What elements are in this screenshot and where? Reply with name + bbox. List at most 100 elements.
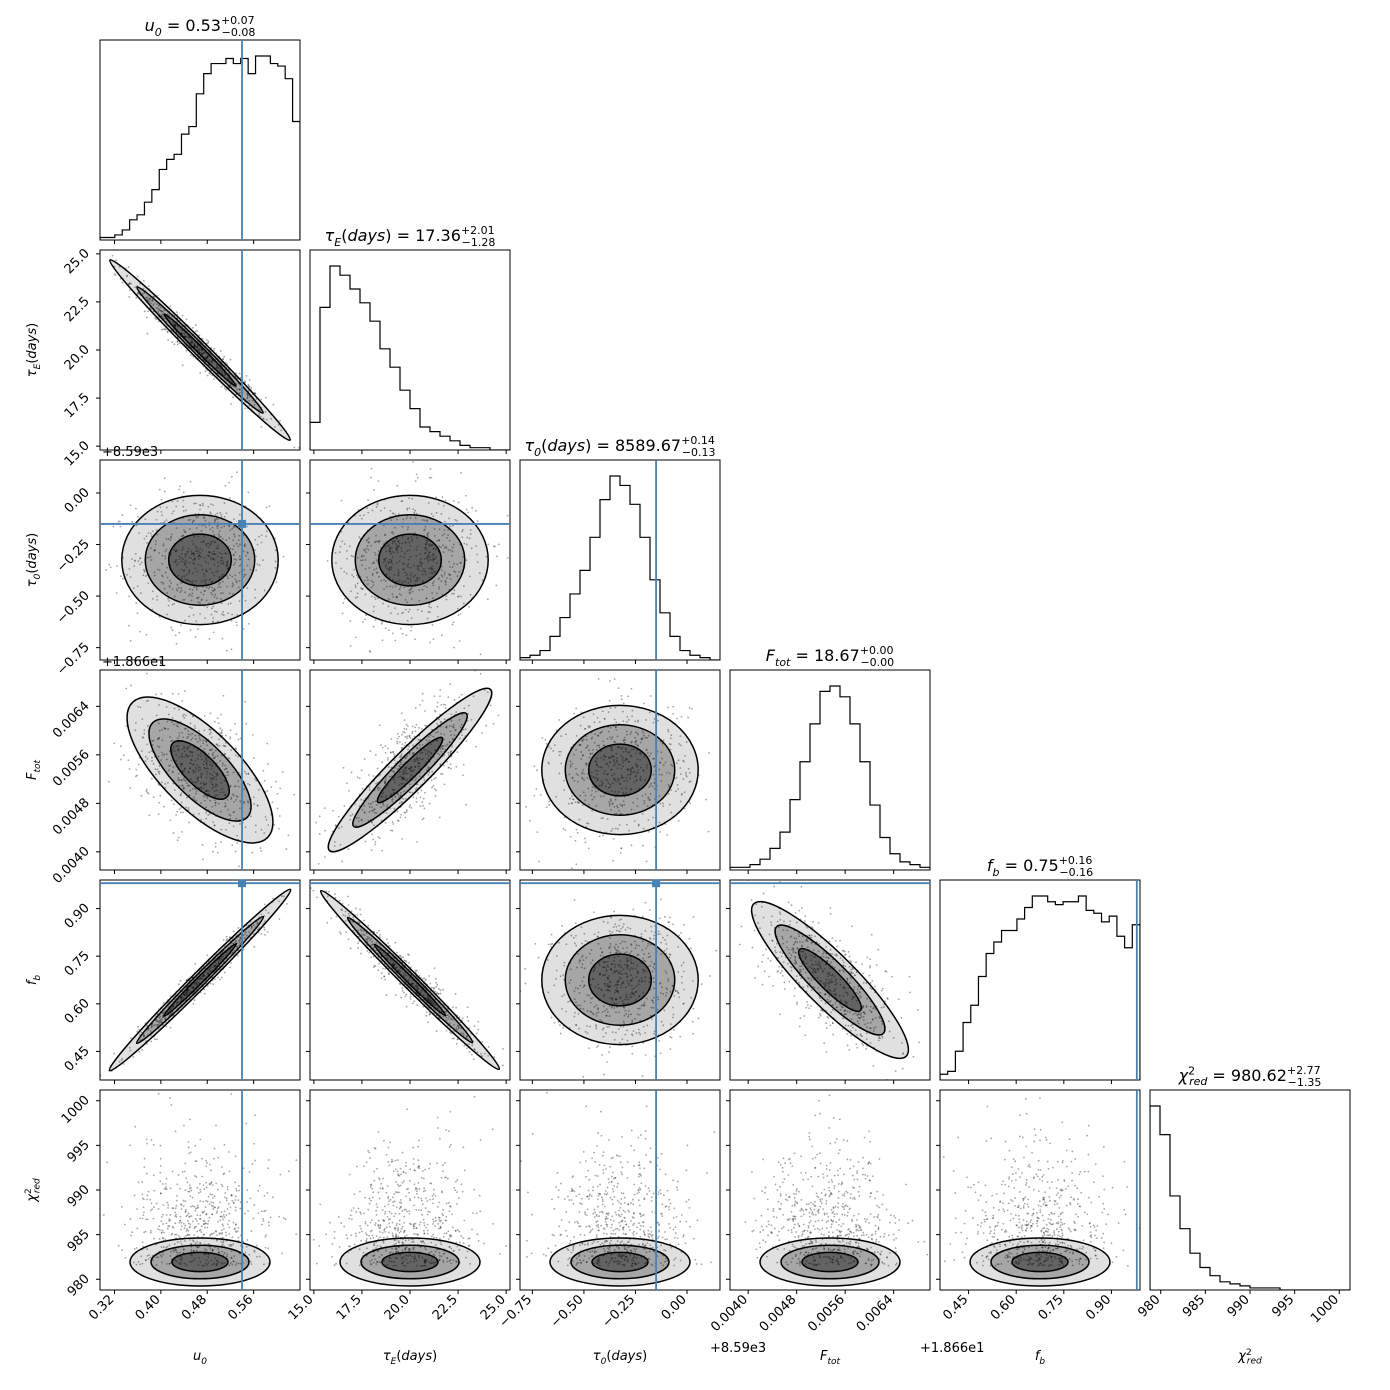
sample-point xyxy=(186,785,189,787)
sample-point xyxy=(143,537,146,540)
sample-point xyxy=(181,700,184,702)
sample-point xyxy=(230,475,233,478)
sample-point xyxy=(251,733,254,736)
sample-point xyxy=(169,1026,172,1029)
sample-point xyxy=(361,587,364,590)
sample-point xyxy=(608,680,611,682)
sample-point xyxy=(408,592,411,595)
sample-point xyxy=(406,601,409,604)
sample-point xyxy=(153,549,156,552)
sample-point xyxy=(184,767,186,770)
sample-point xyxy=(163,587,166,590)
sample-point xyxy=(374,753,377,756)
sample-point xyxy=(426,557,429,559)
sample-point xyxy=(432,568,434,570)
sample-point xyxy=(451,546,454,549)
sample-point xyxy=(212,631,215,634)
sample-point xyxy=(372,775,375,777)
y-tick-label: 0.0056 xyxy=(50,747,93,790)
sample-point xyxy=(211,593,214,596)
sample-point xyxy=(259,847,262,849)
sample-point xyxy=(425,586,428,589)
sample-point xyxy=(348,789,350,792)
sample-point xyxy=(200,347,202,350)
sample-point xyxy=(492,722,495,725)
sample-point xyxy=(227,603,230,605)
sample-point xyxy=(361,787,364,790)
sample-point xyxy=(194,550,197,553)
sample-point xyxy=(361,554,363,557)
y-axis-label-tauE: τE​(days) xyxy=(25,323,43,377)
histogram-Ftot xyxy=(730,685,930,870)
sample-point xyxy=(217,586,220,589)
sample-point xyxy=(374,843,376,846)
sample-point xyxy=(128,282,131,285)
sample-point xyxy=(190,338,193,341)
sample-point xyxy=(430,606,432,609)
sample-point xyxy=(192,552,195,555)
sample-point xyxy=(381,761,384,764)
sample-point xyxy=(410,597,413,600)
sample-point xyxy=(209,712,212,715)
sample-point xyxy=(206,355,209,358)
sample-point xyxy=(175,527,178,530)
sample-point xyxy=(453,646,456,649)
sample-point xyxy=(346,557,348,560)
sample-point xyxy=(221,371,223,374)
sample-point xyxy=(584,837,586,840)
sample-point xyxy=(210,613,213,616)
sample-point xyxy=(367,548,370,551)
sample-point xyxy=(399,816,402,819)
sample-point xyxy=(212,590,215,592)
sample-point xyxy=(210,360,213,363)
sample-point xyxy=(262,769,265,772)
sample-point xyxy=(401,837,404,840)
sample-point xyxy=(219,581,222,584)
sample-point xyxy=(434,570,437,573)
sample-point xyxy=(183,335,186,338)
sample-point xyxy=(192,769,195,772)
sample-point xyxy=(212,777,214,780)
sample-point xyxy=(225,935,228,938)
sample-point xyxy=(361,564,364,567)
sample-point xyxy=(171,500,174,503)
sample-point xyxy=(432,553,435,556)
sample-point xyxy=(396,548,398,551)
sample-point xyxy=(465,543,468,546)
sample-point xyxy=(409,580,412,582)
sample-point xyxy=(202,593,205,596)
sample-point xyxy=(406,564,409,566)
sample-point xyxy=(429,559,432,561)
sample-point xyxy=(200,530,203,532)
sample-point xyxy=(424,546,427,549)
sample-point xyxy=(139,557,141,560)
sample-point xyxy=(192,520,195,523)
sample-point xyxy=(387,544,389,547)
sample-point xyxy=(428,476,431,479)
sample-point xyxy=(460,595,462,598)
sample-point xyxy=(184,531,186,534)
sample-point xyxy=(183,750,186,753)
sample-point xyxy=(406,528,409,531)
sample-point xyxy=(433,777,436,780)
sample-point xyxy=(217,366,220,369)
sample-point xyxy=(390,552,392,555)
sample-point xyxy=(233,525,235,528)
sample-point xyxy=(608,699,611,702)
sample-point xyxy=(232,583,235,586)
sample-point xyxy=(420,558,422,560)
sample-point xyxy=(197,535,200,538)
sample-point xyxy=(396,544,399,547)
sample-point xyxy=(440,513,443,515)
sample-point xyxy=(434,776,437,779)
sample-point xyxy=(395,596,398,599)
sample-point xyxy=(127,759,130,762)
sample-point xyxy=(198,349,201,352)
sample-point xyxy=(400,547,403,549)
sample-point xyxy=(231,585,234,588)
sample-point xyxy=(135,507,137,510)
sample-point xyxy=(396,810,399,813)
sample-point xyxy=(216,527,219,529)
sample-point xyxy=(93,551,95,553)
sample-point xyxy=(212,601,215,604)
